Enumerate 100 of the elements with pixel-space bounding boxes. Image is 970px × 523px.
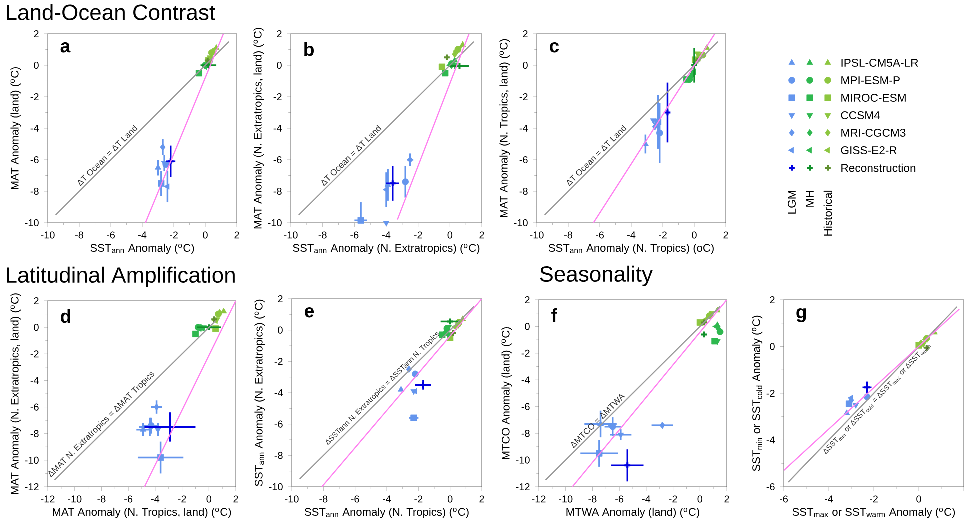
y-tick-label: -6 <box>30 156 39 164</box>
x-axis-title: SST$_{ann}$ Anomaly (N. Tropics) (oC) <box>548 244 714 254</box>
legend-label: MIROC-ESM <box>842 94 906 102</box>
text: LGM <box>788 191 796 214</box>
y-axis-title: MAT Anomaly (N. Extratropics, land) ($^{o}$C) <box>254 28 264 229</box>
legend-label: Reconstruction <box>842 164 916 172</box>
text: MH <box>806 191 814 207</box>
x-tick-label: 0 <box>692 232 697 239</box>
y-tick-label: 0 <box>278 326 283 334</box>
x-tick-label: -4 <box>628 232 636 239</box>
x-tick-label: 0 <box>206 496 212 503</box>
y-tick-label: -10 <box>268 219 282 227</box>
annotation: a <box>60 42 71 53</box>
chart-title: Seasonality <box>540 266 653 286</box>
y-tick-label: -10 <box>269 483 283 491</box>
y-tick-label: 2 <box>34 298 39 304</box>
x-tick-label: -4 <box>642 496 651 503</box>
x-tick-label: -2 <box>414 496 423 503</box>
x-tick-label: -4 <box>382 232 391 239</box>
x-axis-title: SST$_{ann}$ Anomaly (N. Tropics) ($^{o}$C) <box>304 508 469 518</box>
legend-label: MPI-ESM-P <box>842 76 900 85</box>
y-tick-label: -8 <box>520 188 528 196</box>
y-tick-label: -6 <box>520 156 528 164</box>
x-tick-label: -6 <box>351 496 360 503</box>
y-tick-label: -6 <box>766 483 775 491</box>
y-tick-label: -12 <box>25 484 39 490</box>
x-tick-label: -8 <box>588 496 597 503</box>
y-tick-label: 2 <box>277 30 282 38</box>
x-tick-label: -12 <box>41 496 55 503</box>
x-tick-label: -10 <box>285 496 299 503</box>
y-tick-label: -8 <box>274 452 283 460</box>
legend-label: CCSM4 <box>841 111 880 120</box>
x-axis-title: SST$_{max}$ or SST$_{warm}$ Anomaly ($^{o}$C) <box>792 508 956 518</box>
x-tick-label: -2 <box>659 232 667 239</box>
y-tick-label: -2 <box>522 350 530 357</box>
x-tick-label: -2 <box>870 496 878 503</box>
y-tick-label: 0 <box>525 323 530 330</box>
x-tick-label: -10 <box>41 232 55 239</box>
x-tick-label: -4 <box>383 496 392 503</box>
x-tick-label: 0 <box>448 232 453 239</box>
y-tick-label: -2 <box>520 94 528 100</box>
y-tick-label: -2 <box>274 358 283 366</box>
y-tick-label: -4 <box>274 390 284 396</box>
y-tick-label: -6 <box>274 420 283 428</box>
x-tick-label: -6 <box>616 496 624 503</box>
y-tick-label: -10 <box>516 456 530 464</box>
y-tick-label: -8 <box>30 188 39 196</box>
x-tick-label: 2 <box>724 496 730 503</box>
x-axis-title: MTWA Anomaly (land) ($^{o}$C) <box>566 508 700 518</box>
x-tick-label: -10 <box>68 496 82 503</box>
x-tick-label: -2 <box>669 496 678 503</box>
y-tick-label: 0 <box>277 62 282 70</box>
x-tick-label: 2 <box>724 232 728 239</box>
y-tick-label: -4 <box>30 377 40 384</box>
x-tick-label: -4 <box>151 496 160 503</box>
y-tick-label: -2 <box>30 350 39 358</box>
x-tick-label: -12 <box>532 496 546 503</box>
y-tick-label: -10 <box>25 456 39 464</box>
legend-label: MRI-CGCM3 <box>842 128 906 137</box>
y-tick-label: -8 <box>30 430 39 438</box>
x-tick-label: 0 <box>698 496 703 503</box>
annotation: c <box>550 42 560 53</box>
y-tick-label: 2 <box>34 30 39 38</box>
x-axis-title: SST$_{ann}$ Anomaly ($^{o}$C) <box>90 244 194 254</box>
x-tick-label: -6 <box>596 232 604 239</box>
x-tick-label: 2 <box>234 496 238 503</box>
y-tick-label: -8 <box>274 188 282 196</box>
y-axis-title: SST$_{ann}$ Anomaly (N. Extratropics) ($^{o}$C) <box>254 300 266 486</box>
x-tick-label: -2 <box>170 232 178 239</box>
x-axis-title: MAT Anomaly (N. Tropics, land) ($^{o}$C) <box>53 508 232 518</box>
annotation: f <box>552 308 558 322</box>
x-axis-title: SST$_{ann}$ Anomaly (N. Extratropics) ($^{o}$C) <box>293 244 480 254</box>
x-tick-label: -6 <box>350 232 359 239</box>
y-tick-label: -2 <box>766 390 775 397</box>
x-tick-label: 0 <box>448 496 453 503</box>
x-tick-label: -4 <box>138 232 147 239</box>
x-tick-label: 2 <box>234 232 240 239</box>
x-tick-label: -10 <box>530 232 544 239</box>
x-tick-label: -8 <box>564 232 573 239</box>
y-tick-label: -12 <box>516 484 530 490</box>
y-tick-label: -10 <box>514 219 528 227</box>
y-tick-label: 0 <box>770 343 775 350</box>
x-tick-label: -8 <box>98 496 106 503</box>
x-tick-label: -8 <box>320 496 328 503</box>
annotation: g <box>796 308 806 322</box>
annotation: b <box>304 42 314 56</box>
y-tick-label: 0 <box>34 62 39 70</box>
x-tick-label: -2 <box>178 496 186 503</box>
x-tick-label: -10 <box>284 232 298 239</box>
chart-title: Latitudinal Amplification <box>7 266 235 288</box>
y-tick-label: -4 <box>522 376 530 384</box>
y-tick-label: -4 <box>766 436 776 444</box>
y-tick-label: 2 <box>278 296 283 302</box>
y-axis-title: SST$_{min}$ or SST$_{cold}$ Anomaly ($^{o}$C) <box>752 316 763 472</box>
y-tick-label: -6 <box>274 156 282 164</box>
y-tick-label: -4 <box>274 125 282 132</box>
y-tick-label: -4 <box>520 125 528 132</box>
y-tick-label: -10 <box>25 219 39 227</box>
y-tick-label: 2 <box>523 30 528 38</box>
y-axis-title: MAT Anomaly (N. Extratropics, land) ($^{o}$C) <box>10 294 22 494</box>
